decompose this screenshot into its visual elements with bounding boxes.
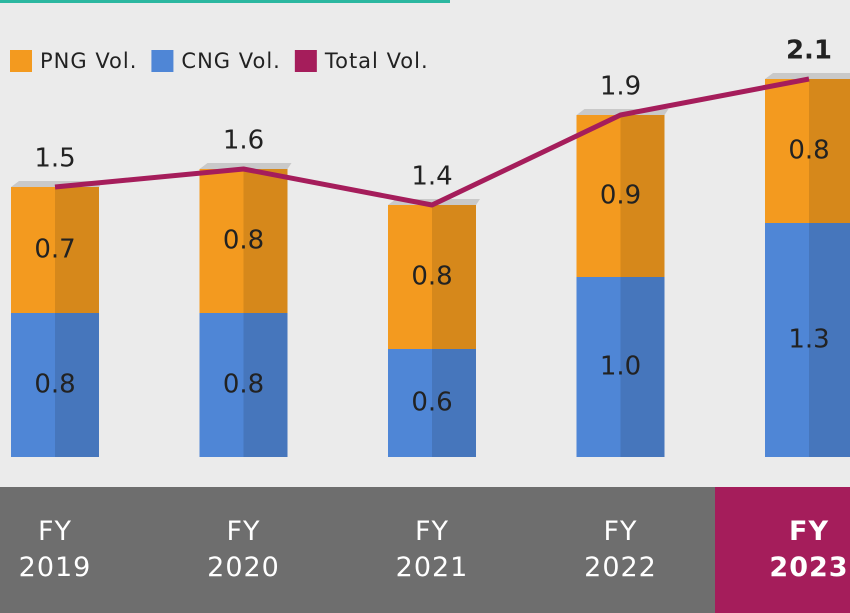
- bar-side: [620, 115, 665, 277]
- x-tick-label: FY 2019: [18, 516, 92, 583]
- bar-segment: [388, 349, 432, 457]
- legend-swatch: [151, 50, 174, 72]
- category-cell: FY 2020: [149, 487, 338, 613]
- legend-label: PNG Vol.: [40, 49, 137, 73]
- value-label: 0.8: [411, 262, 452, 292]
- bar-side: [432, 205, 476, 349]
- legend-label: CNG Vol.: [181, 49, 280, 73]
- value-label: 0.6: [411, 388, 452, 418]
- bar-side: [432, 349, 476, 457]
- bar-side: [809, 223, 850, 457]
- bar-top: [199, 163, 292, 169]
- bar-side: [620, 277, 665, 457]
- value-label: 0.9: [600, 181, 641, 211]
- bar-top: [765, 73, 850, 79]
- value-label: 0.7: [34, 235, 75, 265]
- bar-segment: [199, 313, 244, 457]
- bar-side: [55, 313, 99, 457]
- legend-swatch: [10, 50, 32, 72]
- legend-swatch: [294, 50, 317, 72]
- x-tick-label: FY 2023: [769, 516, 849, 583]
- bar-segment: [11, 187, 55, 313]
- bar-segment: [576, 115, 621, 277]
- bar-segment: [199, 169, 244, 313]
- value-label: 1.0: [600, 352, 641, 382]
- bar-side: [809, 79, 850, 223]
- total-label: 1.6: [223, 126, 264, 156]
- bar-side: [243, 169, 288, 313]
- total-label: 1.4: [411, 162, 452, 192]
- top-accent: [0, 0, 450, 3]
- x-tick-label: FY 2021: [395, 516, 469, 583]
- total-label: 2.1: [786, 36, 832, 66]
- value-label: 0.8: [788, 136, 829, 166]
- value-label: 0.8: [223, 370, 264, 400]
- category-cell: FY 2022: [526, 487, 715, 613]
- bar-segment: [765, 79, 809, 223]
- bar-segment: [388, 205, 432, 349]
- legend-label: Total Vol.: [324, 49, 429, 73]
- total-label: 1.9: [600, 72, 641, 102]
- total-label: 1.5: [34, 144, 75, 174]
- category-cell: FY 2023: [714, 487, 850, 613]
- bar-segment: [576, 277, 621, 457]
- x-tick-label: FY 2022: [584, 516, 657, 583]
- category-cell: FY 2021: [337, 487, 527, 613]
- bar-segment: [765, 223, 809, 457]
- value-label: 0.8: [223, 226, 264, 256]
- value-label: 0.8: [34, 370, 75, 400]
- bar-segment: [11, 313, 55, 457]
- category-cell: FY 2019: [0, 487, 150, 613]
- value-label: 1.3: [788, 325, 829, 355]
- x-tick-label: FY 2020: [207, 516, 280, 583]
- total-line: [54, 76, 810, 208]
- bar-side: [55, 187, 99, 313]
- bar-side: [243, 313, 288, 457]
